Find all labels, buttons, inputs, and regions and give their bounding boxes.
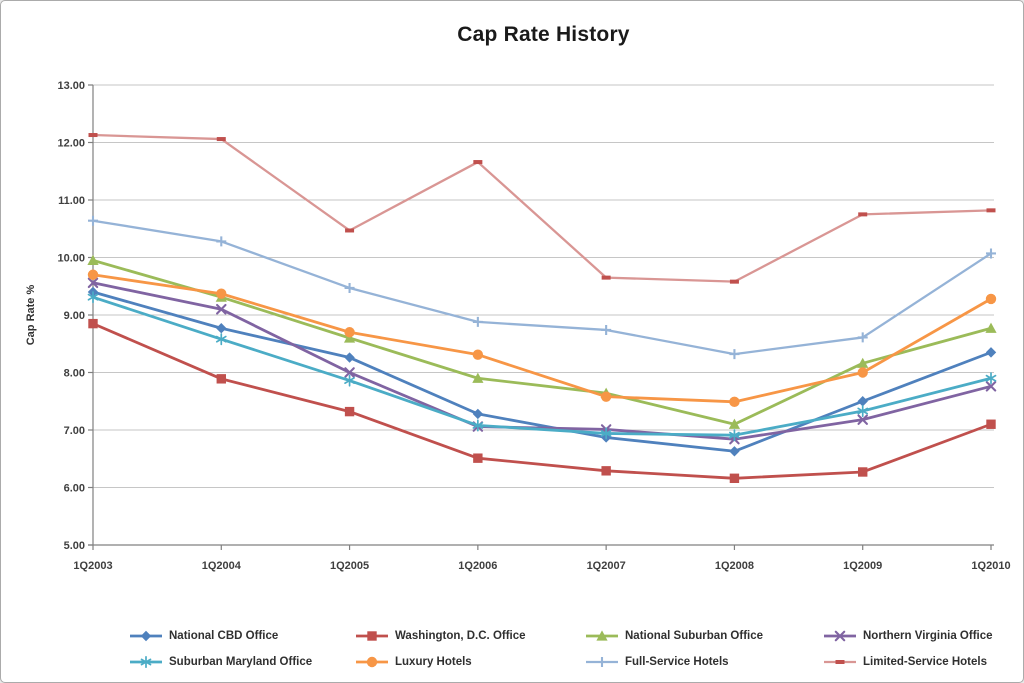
x-axis-tick-label: 1Q2009 — [843, 560, 882, 572]
legend-label: Luxury Hotels — [395, 656, 472, 668]
y-axis-tick-label: 8.00 — [64, 368, 85, 380]
legend-marker-x-icon — [824, 630, 856, 642]
series-national-suburban-office — [87, 254, 997, 429]
axis-tick-labels: 5.00 6.00 7.00 8.00 9.00 10.00 11.00 12.00 13.00… — [57, 80, 1010, 572]
legend-marker-dash-icon — [824, 660, 856, 664]
series-suburban-maryland-office — [87, 291, 997, 442]
y-axis-tick-label: 5.00 — [64, 540, 85, 552]
legend-item-suburban-maryland-office: Suburban Maryland Office — [129, 651, 355, 673]
legend-item-national-suburban-office: National Suburban Office — [585, 625, 823, 647]
series-northern-virginia-office — [87, 277, 997, 445]
x-axis-tick-label: 1Q2010 — [971, 560, 1010, 572]
legend-marker-plus-icon — [586, 657, 618, 667]
legend-label: Full-Service Hotels — [625, 656, 729, 668]
x-axis-tick-label: 1Q2003 — [73, 560, 112, 572]
y-axis-tick-label: 10.00 — [57, 253, 85, 265]
y-axis-tick-label: 12.00 — [57, 138, 85, 150]
legend-marker-square-icon — [356, 631, 388, 641]
x-axis-tick-label: 1Q2006 — [458, 560, 497, 572]
x-axis-tick-label: 1Q2005 — [330, 560, 369, 572]
legend-item-full-service-hotels: Full-Service Hotels — [585, 651, 823, 673]
y-axis-tick-label: 7.00 — [64, 425, 85, 437]
series-limited-service-hotels — [88, 133, 996, 284]
legend-item-luxury-hotels: Luxury Hotels — [355, 651, 585, 673]
legend-marker-diamond-icon — [130, 630, 162, 642]
legend-marker-circle-icon — [356, 656, 388, 668]
x-axis-tick-label: 1Q2004 — [202, 560, 242, 572]
axes — [88, 84, 994, 550]
legend-item-national-cbd-office: National CBD Office — [129, 625, 355, 647]
legend-label: National CBD Office — [169, 630, 279, 642]
series-washington-d-c-office — [88, 318, 996, 483]
series-luxury-hotels — [87, 269, 997, 408]
legend-marker-triangle-icon — [586, 630, 618, 641]
chart-title: Cap Rate History — [457, 23, 630, 46]
y-axis-tick-label: 6.00 — [64, 483, 85, 495]
x-axis-tick-label: 1Q2008 — [715, 560, 754, 572]
legend-item-northern-virginia-office: Northern Virginia Office — [823, 625, 1023, 647]
y-axis-tick-label: 13.00 — [57, 80, 85, 92]
y-axis-tick-label: 11.00 — [58, 195, 85, 207]
legend-label: Washington, D.C. Office — [395, 630, 526, 642]
legend-item-limited-service-hotels: Limited-Service Hotels — [823, 651, 1023, 673]
legend-label: Northern Virginia Office — [863, 630, 993, 642]
legend-marker-asterisk-icon — [130, 655, 162, 669]
series-full-service-hotels — [88, 215, 996, 360]
x-axis-tick-label: 1Q2007 — [587, 560, 626, 572]
y-axis-tick-label: 9.00 — [64, 310, 85, 322]
legend-item-washington-d-c-office: Washington, D.C. Office — [355, 625, 585, 647]
legend-label: Limited-Service Hotels — [863, 656, 987, 668]
legend-label: Suburban Maryland Office — [169, 656, 313, 668]
legend: National CBD Office Washington, D.C. Offi… — [1, 625, 1023, 673]
legend-label: National Suburban Office — [625, 630, 764, 642]
